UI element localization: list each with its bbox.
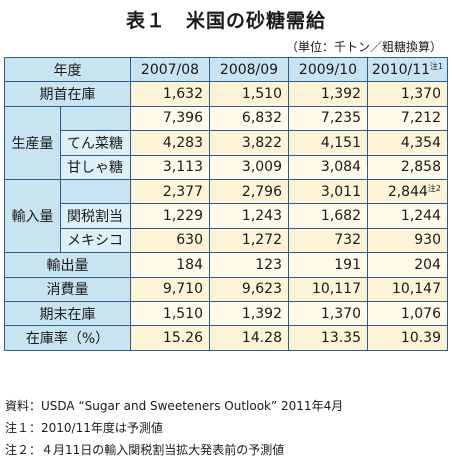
header-year: 2010/11注1 <box>367 56 448 83</box>
source-note: 資料：USDA “Sugar and Sweeteners Outlook” 2… <box>5 399 344 413</box>
table-row: 輸出量 184 123 191 204 <box>4 252 448 278</box>
row-label: 期首在庫 <box>4 81 131 107</box>
table-row: メキシコ 630 1,272 732 930 <box>5 227 448 254</box>
table-cell: 4,354 <box>367 130 448 156</box>
row-label: 期末在庫 <box>4 300 131 327</box>
table-cell-text: 2,844 <box>387 183 428 200</box>
table-cell: 3,113 <box>130 154 210 180</box>
table-cell: 9,623 <box>209 276 289 302</box>
table-cell: 10.39 <box>367 325 448 351</box>
table-cell: 1,510 <box>130 300 210 327</box>
table-cell: 1,244 <box>367 203 448 229</box>
table-row: 甘しゃ糖 3,113 3,009 3,084 2,858 <box>5 154 448 180</box>
table-row: 在庫率（%） 15.26 14.28 13.35 10.39 <box>4 325 448 351</box>
table-cell: 15.26 <box>130 325 210 351</box>
table-cell: 3,822 <box>209 130 289 156</box>
row-sub-label <box>60 105 131 132</box>
row-sub-label: てん菜糖 <box>60 130 131 156</box>
table-cell: 1,510 <box>209 81 289 107</box>
header-year: 2008/09 <box>209 56 289 83</box>
table-cell: 1,392 <box>288 81 368 107</box>
row-label: 在庫率（%） <box>4 325 131 351</box>
table-cell: 3,011 <box>288 178 368 205</box>
unit-caption: （単位：千トン／粗糖換算） <box>285 40 442 54</box>
table-cell: 7,212 <box>367 105 448 132</box>
table-cell: 1,392 <box>209 300 289 327</box>
row-sub-label: 関税割当 <box>60 203 131 229</box>
header-year-text: 2010/11 <box>371 61 431 78</box>
table-cell: 6,832 <box>209 105 289 132</box>
table-cell: 1,243 <box>209 203 289 229</box>
table-cell: 13.35 <box>288 325 368 351</box>
table-row: 輸入量 2,377 2,796 3,011 2,844注2 <box>4 178 448 254</box>
table-cell: 10,147 <box>367 276 448 302</box>
table-row: 生産量 7,396 6,832 7,235 7,212 <box>4 105 448 180</box>
table-cell: 2,796 <box>209 178 289 205</box>
row-sub-label <box>60 178 131 205</box>
row-label: 消費量 <box>4 276 131 302</box>
table-cell: 3,084 <box>288 154 368 180</box>
header-row: 年度 2007/08 2008/09 2009/10 2010/11注1 <box>4 56 448 83</box>
table-row: 消費量 9,710 9,623 10,117 10,147 <box>4 276 448 302</box>
header-corner: 年度 <box>4 56 131 83</box>
row-sub-label: メキシコ <box>60 227 131 254</box>
row-sub-label: 甘しゃ糖 <box>60 154 131 180</box>
table-cell: 1,229 <box>130 203 210 229</box>
table-cell: 1,632 <box>130 81 210 107</box>
table-cell: 7,235 <box>288 105 368 132</box>
table-row: 期末在庫 1,510 1,392 1,370 1,076 <box>4 300 448 327</box>
table-cell: 7,396 <box>130 105 210 132</box>
table-cell: 1,370 <box>367 81 448 107</box>
row-label: 輸入量 <box>4 178 61 254</box>
table-cell: 630 <box>130 227 210 254</box>
row-label: 輸出量 <box>4 252 131 278</box>
table-cell: 1,076 <box>367 300 448 327</box>
sugar-supply-demand-table: 年度 2007/08 2008/09 2009/10 2010/11注1 期首在… <box>4 56 448 351</box>
table-cell: 123 <box>209 252 289 278</box>
table-cell: 1,370 <box>288 300 368 327</box>
table-cell: 2,844注2 <box>367 178 448 205</box>
note-marker: 注1 <box>430 61 444 71</box>
page-title: 表１ 米国の砂糖需給 <box>125 10 326 32</box>
table-cell: 4,151 <box>288 130 368 156</box>
table-cell: 930 <box>367 227 448 254</box>
row-label: 生産量 <box>4 105 61 180</box>
footnote-2: 注２：４月11日の輸入関税割当拡大発表前の予測値 <box>5 443 285 457</box>
table-cell: 10,117 <box>288 276 368 302</box>
table-cell: 1,682 <box>288 203 368 229</box>
table-cell: 191 <box>288 252 368 278</box>
table-row: 関税割当 1,229 1,243 1,682 1,244 <box>5 203 448 229</box>
table-cell: 2,858 <box>367 154 448 180</box>
note-marker: 注2 <box>427 183 441 193</box>
table-cell: 204 <box>367 252 448 278</box>
table-cell: 4,283 <box>130 130 210 156</box>
table-cell: 1,272 <box>209 227 289 254</box>
table-cell: 3,009 <box>209 154 289 180</box>
header-year: 2007/08 <box>130 56 210 83</box>
table-cell: 14.28 <box>209 325 289 351</box>
table-cell: 9,710 <box>130 276 210 302</box>
table-row: てん菜糖 4,283 3,822 4,151 4,354 <box>5 130 448 156</box>
table-cell: 732 <box>288 227 368 254</box>
notes: 資料：USDA “Sugar and Sweeteners Outlook” 2… <box>5 395 343 461</box>
header-year: 2009/10 <box>288 56 368 83</box>
table-cell: 2,377 <box>130 178 210 205</box>
table-row: 期首在庫 1,632 1,510 1,392 1,370 <box>4 81 448 107</box>
footnote-1: 注１：2010/11年度は予測値 <box>5 421 163 435</box>
table-cell: 184 <box>130 252 210 278</box>
